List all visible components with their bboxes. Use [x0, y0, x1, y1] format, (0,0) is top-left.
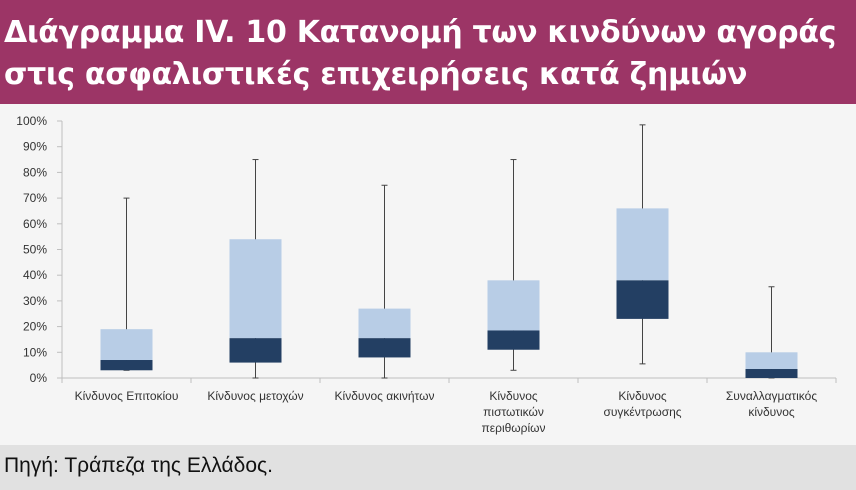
box-upper-segment [358, 308, 411, 339]
x-category-label: συγκέντρωσης [603, 405, 681, 419]
x-category-label: πιστωτικών [483, 405, 544, 419]
box-lower-segment [616, 280, 669, 319]
y-tick-label: 40% [23, 268, 47, 282]
y-tick-label: 60% [23, 217, 47, 231]
chart-title-line-1: Διάγραμμα IV. 10 Κατανομή των κινδύνων α… [4, 15, 837, 50]
x-category-label: Κίνδυνος [618, 389, 667, 403]
box-lower-segment [358, 338, 411, 358]
x-category-label: περιθωρίων [481, 421, 545, 435]
y-tick-label: 30% [23, 294, 47, 308]
x-category-label: Κίνδυνος μετοχών [207, 389, 303, 403]
chart-title-line-2: στις ασφαλιστικές επιχειρήσεις κατά ζημι… [4, 57, 748, 92]
box-upper-segment [745, 352, 798, 370]
y-tick-label: 90% [23, 140, 47, 154]
y-tick-label: 10% [23, 345, 47, 359]
y-tick-label: 80% [23, 165, 47, 179]
box-lower-segment [229, 338, 282, 363]
chart-panel: 0% 10% 20% 30% 40% 50% 60% 70% 80% 90% 100% Κίνδυνο… [0, 104, 856, 445]
box-lower-segment [487, 330, 540, 350]
x-category-label: Κίνδυνος [489, 389, 538, 403]
y-tick-label: 70% [23, 191, 47, 205]
box-upper-segment [100, 329, 153, 361]
y-tick-label: 50% [23, 243, 47, 257]
x-category-label: Συναλλαγματικός [726, 389, 817, 403]
y-tick-label: 0% [30, 371, 48, 385]
x-category-label: Κίνδυνος Επιτοκίου [75, 389, 179, 403]
source-note: Πηγή: Τράπεζα της Ελλάδος. [0, 445, 856, 490]
source-text: Πηγή: Τράπεζα της Ελλάδος. [4, 454, 273, 477]
box-lower-segment [100, 360, 153, 371]
box-upper-segment [616, 208, 669, 281]
box-plot-chart: 0% 10% 20% 30% 40% 50% 60% 70% 80% 90% 100% Κίνδυνο… [16, 114, 837, 435]
x-category-label: Κίνδυνος ακινήτων [335, 389, 435, 403]
y-tick-label: 20% [23, 320, 47, 334]
box-lower-segment [745, 369, 798, 378]
chart-title: Διάγραμμα IV. 10 Κατανομή των κινδύνων α… [0, 0, 856, 104]
box-upper-segment [487, 280, 540, 331]
box-upper-segment [229, 239, 282, 339]
y-tick-label: 100% [16, 114, 47, 128]
x-category-label: κίνδυνος [748, 405, 795, 419]
